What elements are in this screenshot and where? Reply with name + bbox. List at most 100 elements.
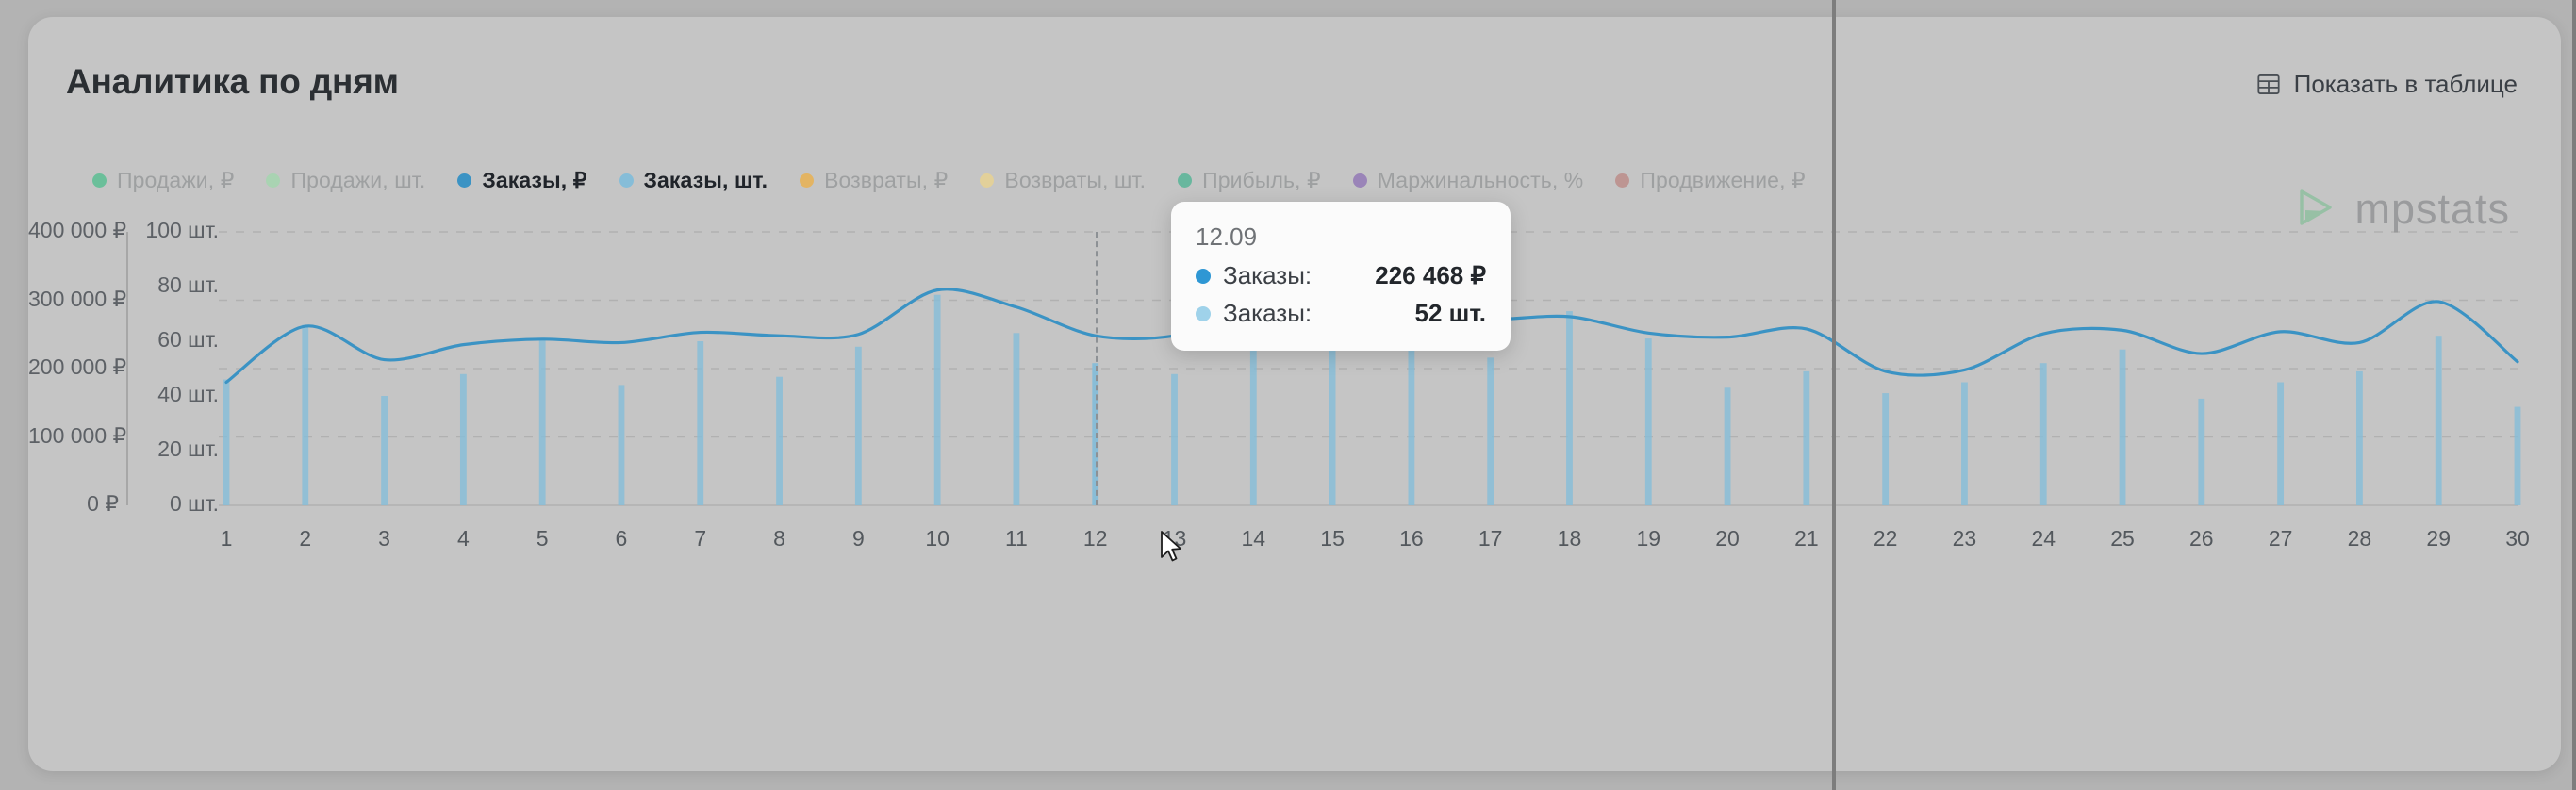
tooltip-row: Заказы: 226 468 ₽ xyxy=(1196,261,1486,290)
legend-item-vozvraty-sht[interactable]: Возвраты, шт. xyxy=(980,168,1146,193)
left-axis-tick-label: 0 ₽ xyxy=(87,491,119,516)
page-title: Аналитика по дням xyxy=(66,62,399,101)
tooltip-series-name: Заказы: xyxy=(1223,299,1313,327)
tooltip-series-name: Заказы: xyxy=(1223,261,1313,289)
legend-dot xyxy=(619,173,634,188)
legend-dot xyxy=(1178,173,1193,188)
bar-zakazy-sht xyxy=(2198,398,2205,505)
bar-zakazy-sht xyxy=(1566,311,1573,505)
x-axis-tick-label: 3 xyxy=(378,526,390,551)
bar-zakazy-sht xyxy=(1644,338,1652,505)
bar-zakazy-sht xyxy=(2435,336,2442,505)
tooltip-series-value: 52 шт. xyxy=(1414,299,1487,327)
bar-zakazy-sht xyxy=(1487,357,1494,505)
legend-item-vozvraty-rub[interactable]: Возвраты, ₽ xyxy=(800,168,948,193)
legend-item-prodazhi-sht[interactable]: Продажи, шт. xyxy=(266,168,425,193)
bar-zakazy-sht xyxy=(1408,321,1415,505)
x-axis-tick-label: 12 xyxy=(1082,526,1108,551)
x-axis-tick-label: 10 xyxy=(925,526,949,551)
card-header: Аналитика по дням Показать в таблице xyxy=(28,17,2561,101)
x-axis-tick-label: 15 xyxy=(1320,526,1345,551)
x-axis-tick-label: 26 xyxy=(2189,526,2214,551)
legend-item-prodvizhenie[interactable]: Продвижение, ₽ xyxy=(1615,168,1806,193)
x-axis-tick-label: 21 xyxy=(1794,526,1819,551)
bar-zakazy-sht xyxy=(302,324,309,505)
tooltip-row: Заказы: 52 шт. xyxy=(1196,299,1486,328)
chart-plot-area: 0 ₽100 000 ₽200 000 ₽300 000 ₽400 000 ₽ … xyxy=(28,215,2561,771)
legend-dot xyxy=(457,173,472,188)
legend-dot xyxy=(92,173,107,188)
bar-zakazy-sht xyxy=(1724,387,1731,505)
legend-item-label: Заказы, шт. xyxy=(643,168,768,192)
legend-item-label: Продажи, шт. xyxy=(290,168,426,192)
table-icon xyxy=(2255,72,2282,97)
legend-item-pribyl-rub[interactable]: Прибыль, ₽ xyxy=(1178,168,1321,193)
bar-zakazy-sht xyxy=(618,385,625,505)
x-axis-tick-label: 19 xyxy=(1636,526,1661,551)
x-axis-tick-label: 23 xyxy=(1952,526,1977,551)
bar-zakazy-sht xyxy=(1882,393,1890,505)
screen-divider-rule xyxy=(1832,0,1836,790)
left-axis-tick-label: 300 000 ₽ xyxy=(28,286,127,311)
bar-zakazy-sht xyxy=(538,338,546,505)
chart-legend: Продажи, ₽ Продажи, шт. Заказы, ₽ Заказы… xyxy=(92,168,1838,193)
legend-dot xyxy=(1615,173,1630,188)
bar-zakazy-sht xyxy=(1249,314,1257,505)
hover-crosshair-line xyxy=(1095,232,1098,505)
bar-zakazy-sht xyxy=(2356,370,2363,505)
right-axis-tick-label: 80 шт. xyxy=(157,272,219,297)
chart-gridlines xyxy=(219,231,2518,506)
bar-zakazy-sht xyxy=(223,379,230,505)
bar-zakazy-sht xyxy=(459,373,467,505)
legend-item-label: Заказы, ₽ xyxy=(482,168,587,192)
x-axis-tick-label: 29 xyxy=(2426,526,2451,551)
right-axis-tick-label: 100 шт. xyxy=(145,218,219,242)
play-triangle-icon xyxy=(2294,186,2337,234)
x-axis-tick-label: 5 xyxy=(536,526,549,551)
legend-item-zakazy-rub[interactable]: Заказы, ₽ xyxy=(457,168,586,193)
watermark-text: mpstats xyxy=(2354,185,2510,233)
x-axis-tick-label: 8 xyxy=(773,526,785,551)
bar-zakazy-sht xyxy=(933,294,941,505)
legend-item-zakazy-sht[interactable]: Заказы, шт. xyxy=(619,168,768,193)
x-axis-tick-label: 11 xyxy=(1004,526,1028,551)
legend-item-marzhinalnost[interactable]: Маржинальность, % xyxy=(1352,168,1584,193)
bar-zakazy-sht xyxy=(1013,333,1020,505)
right-axis-tick-label: 60 шт. xyxy=(157,327,219,352)
chart-tooltip: 12.09 Заказы: 226 468 ₽ Заказы: 52 шт. xyxy=(1171,202,1511,351)
tooltip-dot xyxy=(1196,268,1211,284)
legend-dot xyxy=(1352,173,1367,188)
x-axis-tick-label: 17 xyxy=(1478,526,1503,551)
x-axis-tick-label: 6 xyxy=(615,526,628,551)
analytics-card: Аналитика по дням Показать в таблице Про… xyxy=(28,17,2561,771)
show-in-table-button[interactable]: Показать в таблице xyxy=(2255,70,2518,99)
bar-zakazy-sht xyxy=(1171,373,1178,505)
bar-zakazy-sht xyxy=(697,341,704,505)
bar-zakazy-sht xyxy=(2119,349,2126,505)
legend-dot xyxy=(980,173,995,188)
bar-zakazy-sht xyxy=(2277,382,2285,505)
right-axis-tick-label: 40 шт. xyxy=(157,382,219,406)
bar-zakazy-sht xyxy=(2039,363,2047,505)
x-axis-tick-label: 7 xyxy=(694,526,707,551)
left-axis-tick-label: 400 000 ₽ xyxy=(28,218,127,242)
right-axis-tick-label: 0 шт. xyxy=(169,491,219,516)
x-axis-tick-label: 30 xyxy=(2505,526,2530,551)
mpstats-watermark: mpstats xyxy=(2294,185,2510,234)
x-axis-tick-label: 18 xyxy=(1557,526,1582,551)
x-axis-tick-label: 25 xyxy=(2110,526,2135,551)
legend-item-prodazhi-rub[interactable]: Продажи, ₽ xyxy=(92,168,234,193)
legend-dot xyxy=(800,173,815,188)
bar-zakazy-sht xyxy=(776,376,783,505)
axis-divider xyxy=(126,232,128,505)
x-axis-tick-label: 22 xyxy=(1873,526,1898,551)
legend-item-label: Маржинальность, % xyxy=(1377,168,1584,192)
screen-edge-rule xyxy=(2572,0,2576,790)
x-axis-tick-label: 14 xyxy=(1241,526,1266,551)
tooltip-series-value: 226 468 ₽ xyxy=(1375,261,1486,289)
bar-zakazy-sht xyxy=(381,396,388,505)
legend-item-label: Прибыль, ₽ xyxy=(1202,168,1321,192)
tooltip-date: 12.09 xyxy=(1196,222,1258,251)
x-axis-tick-label: 2 xyxy=(299,526,312,551)
